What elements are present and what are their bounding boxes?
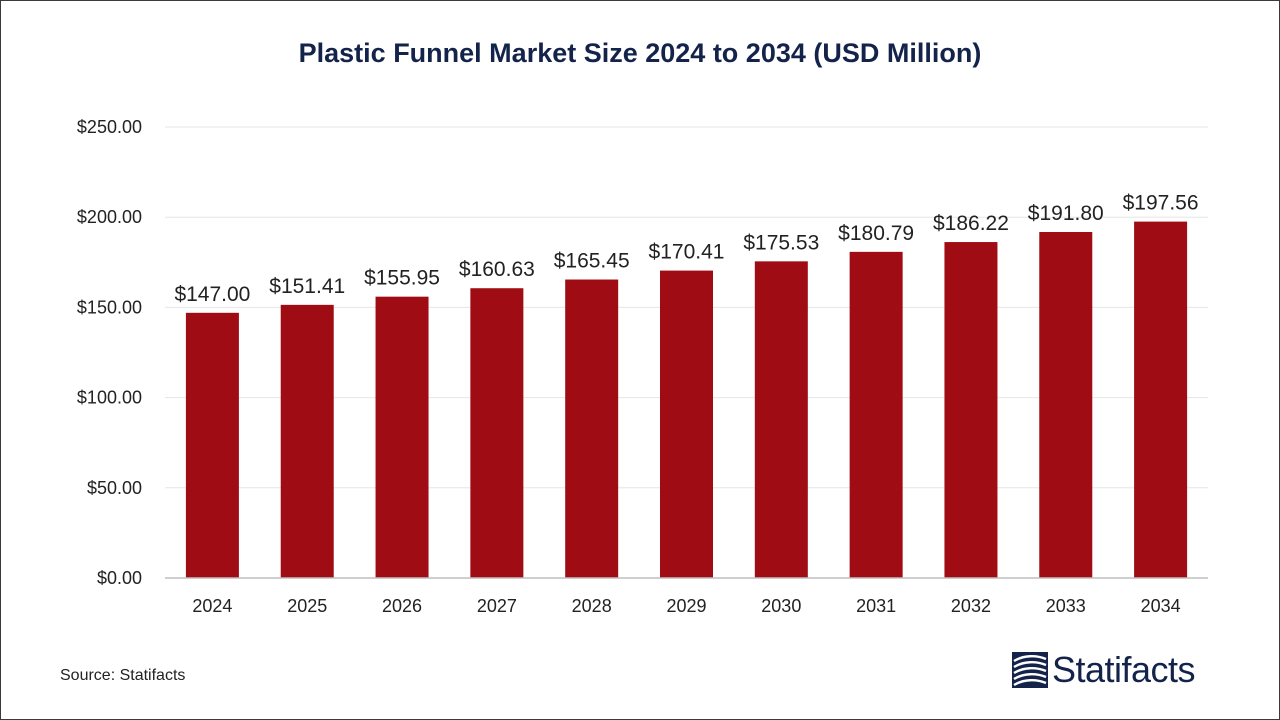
x-tick-label: 2031 — [856, 596, 896, 616]
chart-title: Plastic Funnel Market Size 2024 to 2034 … — [298, 38, 982, 68]
bar-2024 — [185, 312, 239, 578]
statifacts-logo: Statifacts — [1012, 649, 1222, 694]
x-tick-label: 2025 — [287, 596, 327, 616]
data-label: $191.80 — [1028, 202, 1104, 225]
data-label: $155.95 — [364, 267, 440, 290]
data-label: $197.56 — [1123, 192, 1199, 215]
bar-2031 — [849, 251, 903, 578]
y-tick-label: $50.00 — [87, 478, 142, 498]
statifacts-logo-text: Statifacts — [1052, 649, 1196, 690]
x-tick-label: 2028 — [572, 596, 612, 616]
statifacts-logo-icon — [1012, 652, 1048, 688]
x-tick-label: 2033 — [1046, 596, 1086, 616]
bars — [185, 221, 1188, 579]
data-label: $180.79 — [838, 222, 914, 245]
x-tick-label: 2030 — [761, 596, 801, 616]
data-label: $151.41 — [269, 275, 345, 298]
y-tick-label: $250.00 — [77, 117, 142, 137]
bar-2025 — [280, 304, 334, 578]
bar-2032 — [944, 242, 998, 578]
y-tick-label: $150.00 — [77, 297, 142, 317]
bar-2030 — [754, 261, 808, 578]
bar-2029 — [660, 270, 713, 578]
data-label: $147.00 — [174, 283, 250, 306]
bar-2028 — [565, 279, 619, 578]
x-tick-label: 2024 — [192, 596, 232, 616]
x-tick-label: 2026 — [382, 596, 422, 616]
bar-2026 — [375, 296, 429, 578]
x-tick-label: 2032 — [951, 596, 991, 616]
x-axis-ticks: 2024 2025 2026 2027 2028 2029 2030 2031 2032 2033… — [192, 596, 1180, 616]
bar-2033 — [1039, 231, 1093, 578]
data-label: $170.41 — [649, 241, 725, 264]
data-label: $165.45 — [554, 250, 630, 273]
y-tick-label: $100.00 — [77, 388, 142, 408]
x-tick-label: 2034 — [1141, 596, 1181, 616]
source-note: Source: Statifacts — [60, 667, 186, 684]
data-label: $160.63 — [459, 258, 535, 281]
bar-2027 — [470, 288, 524, 578]
y-tick-label: $0.00 — [97, 568, 142, 588]
data-labels: $147.00 $151.41 $155.95 $160.63 $165.45 $170.… — [174, 192, 1198, 306]
bar-2034 — [1134, 221, 1188, 579]
x-tick-label: 2027 — [477, 596, 517, 616]
y-tick-label: $200.00 — [77, 207, 142, 227]
y-axis-ticks: $0.00 $50.00 $100.00 $150.00 $200.00 $250.00 — [77, 117, 142, 588]
data-label: $175.53 — [743, 231, 819, 254]
data-label: $186.22 — [933, 212, 1009, 235]
x-tick-label: 2029 — [666, 596, 706, 616]
